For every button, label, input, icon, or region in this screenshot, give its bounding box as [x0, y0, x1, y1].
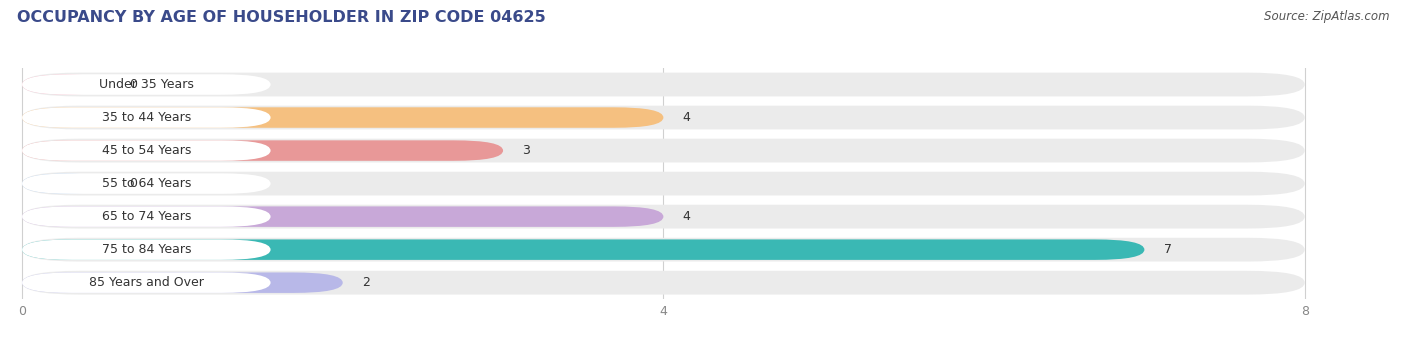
FancyBboxPatch shape — [22, 106, 1305, 130]
Text: 4: 4 — [683, 111, 690, 124]
FancyBboxPatch shape — [22, 107, 664, 128]
FancyBboxPatch shape — [22, 139, 1305, 163]
FancyBboxPatch shape — [22, 73, 1305, 97]
FancyBboxPatch shape — [22, 107, 270, 128]
Text: Source: ZipAtlas.com: Source: ZipAtlas.com — [1264, 10, 1389, 23]
Text: 45 to 54 Years: 45 to 54 Years — [101, 144, 191, 157]
FancyBboxPatch shape — [22, 140, 270, 161]
FancyBboxPatch shape — [22, 271, 1305, 294]
Text: 55 to 64 Years: 55 to 64 Years — [101, 177, 191, 190]
Text: 3: 3 — [522, 144, 530, 157]
Text: 2: 2 — [361, 276, 370, 289]
FancyBboxPatch shape — [22, 74, 110, 95]
Text: OCCUPANCY BY AGE OF HOUSEHOLDER IN ZIP CODE 04625: OCCUPANCY BY AGE OF HOUSEHOLDER IN ZIP C… — [17, 10, 546, 25]
FancyBboxPatch shape — [22, 172, 1305, 195]
FancyBboxPatch shape — [22, 239, 270, 260]
Text: 0: 0 — [129, 177, 138, 190]
Text: 85 Years and Over: 85 Years and Over — [89, 276, 204, 289]
FancyBboxPatch shape — [22, 173, 270, 194]
Text: 35 to 44 Years: 35 to 44 Years — [101, 111, 191, 124]
Text: 65 to 74 Years: 65 to 74 Years — [101, 210, 191, 223]
Text: 75 to 84 Years: 75 to 84 Years — [101, 243, 191, 256]
FancyBboxPatch shape — [22, 238, 1305, 261]
FancyBboxPatch shape — [22, 239, 1144, 260]
FancyBboxPatch shape — [22, 173, 110, 194]
FancyBboxPatch shape — [22, 140, 503, 161]
FancyBboxPatch shape — [22, 74, 270, 95]
FancyBboxPatch shape — [22, 206, 664, 227]
Text: 7: 7 — [1164, 243, 1171, 256]
FancyBboxPatch shape — [22, 272, 270, 293]
FancyBboxPatch shape — [22, 272, 343, 293]
Text: Under 35 Years: Under 35 Years — [98, 78, 194, 91]
FancyBboxPatch shape — [22, 206, 270, 227]
Text: 0: 0 — [129, 78, 138, 91]
Text: 4: 4 — [683, 210, 690, 223]
FancyBboxPatch shape — [22, 205, 1305, 228]
